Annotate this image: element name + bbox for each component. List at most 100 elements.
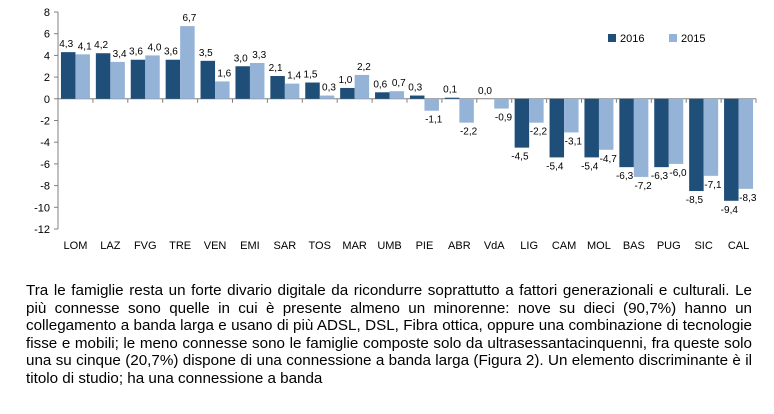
bar-2015-PUG xyxy=(668,98,684,164)
paragraph-text: Tra le famiglie resta un forte divario d… xyxy=(26,282,752,387)
category-label: LAZ xyxy=(100,240,120,252)
bar-2016-BAS xyxy=(619,98,634,168)
data-label: -8,3 xyxy=(739,193,757,204)
y-tick-label: 8 xyxy=(44,7,50,19)
bar-2016-SAR xyxy=(270,76,285,99)
data-label: 3,6 xyxy=(129,47,143,58)
bar-2016-FVG xyxy=(130,59,146,99)
category-label: SIC xyxy=(694,240,712,252)
bar-2015-LAZ xyxy=(110,61,125,99)
y-tick-label: -2 xyxy=(40,116,50,128)
bar-2015-LOM xyxy=(75,54,90,99)
data-label: -7,2 xyxy=(634,181,652,192)
bar-2016-CAL xyxy=(724,98,739,201)
category-label: MAR xyxy=(342,240,367,252)
category-label: UMB xyxy=(377,240,401,252)
data-label: 3,4 xyxy=(113,49,127,60)
data-label: 4,0 xyxy=(148,42,162,53)
bar-2016-EMI xyxy=(235,66,250,99)
category-label: SAR xyxy=(274,240,297,252)
category-label: ABR xyxy=(448,240,471,252)
category-label: CAL xyxy=(728,240,749,252)
bar-2015-VdA xyxy=(494,98,509,109)
category-label: LOM xyxy=(64,240,88,252)
category-label: VEN xyxy=(204,240,227,252)
data-label: 3,6 xyxy=(164,47,178,58)
bar-2015-MOL xyxy=(598,98,614,150)
data-label: 0,0 xyxy=(478,86,492,97)
data-label: 4,1 xyxy=(78,41,92,52)
data-label: -3,1 xyxy=(565,136,583,147)
data-label: -2,2 xyxy=(530,127,548,138)
category-label: TRE xyxy=(169,240,191,252)
bar-2015-MAR xyxy=(354,74,370,99)
data-label: 1,5 xyxy=(304,70,318,81)
bar-2016-MOL xyxy=(584,98,599,158)
y-tick-label: 0 xyxy=(44,94,50,106)
legend-label: 2016 xyxy=(620,33,644,45)
data-label: -6,3 xyxy=(616,171,634,182)
bar-2015-CAM xyxy=(564,98,579,133)
data-label: -4,5 xyxy=(511,152,529,163)
bar-2015-ABR xyxy=(459,98,474,123)
bar-2015-BAS xyxy=(633,98,649,177)
category-label: LIG xyxy=(520,240,538,252)
category-label: PIE xyxy=(416,240,434,252)
legend-swatch-2015 xyxy=(669,34,677,42)
bar-2016-PIE xyxy=(409,95,425,99)
bar-2016-LOM xyxy=(60,52,76,99)
bar-2015-TOS xyxy=(319,95,335,99)
bar-2016-VEN xyxy=(200,60,216,99)
category-label: MOL xyxy=(587,240,611,252)
data-label: 0,3 xyxy=(322,83,336,94)
y-tick-label: -10 xyxy=(34,202,50,214)
data-label: -6,3 xyxy=(651,171,669,182)
bar-2016-ABR xyxy=(444,97,460,99)
y-tick-label: -8 xyxy=(40,181,50,193)
body-paragraph: Tra le famiglie resta un forte divario d… xyxy=(26,282,752,388)
category-label: EMI xyxy=(240,240,260,252)
data-label: 3,0 xyxy=(234,53,248,64)
bar-2015-VEN xyxy=(215,81,230,99)
data-label: 0,6 xyxy=(373,79,387,90)
data-label: 2,2 xyxy=(357,62,371,73)
y-tick-label: -6 xyxy=(40,159,50,171)
bar-2016-UMB xyxy=(375,92,390,99)
legend-label: 2015 xyxy=(681,33,705,45)
data-label: -5,4 xyxy=(546,161,564,172)
data-label: -4,7 xyxy=(600,154,618,165)
bar-2016-CAM xyxy=(549,98,565,158)
bar-2015-SAR xyxy=(284,83,300,99)
bar-2015-PIE xyxy=(424,98,439,111)
category-label: BAS xyxy=(623,240,645,252)
category-label: FVG xyxy=(134,240,157,252)
data-label: 0,7 xyxy=(392,78,406,89)
bar-2016-SIC xyxy=(689,98,704,192)
bar-2015-UMB xyxy=(389,91,405,99)
data-label: -9,4 xyxy=(721,205,739,216)
data-label: 3,3 xyxy=(252,50,266,61)
bar-2015-CAL xyxy=(738,98,754,189)
data-label: -7,1 xyxy=(704,180,722,191)
data-label: 0,3 xyxy=(408,83,422,94)
data-label: 1,6 xyxy=(217,68,231,79)
data-label: -5,4 xyxy=(581,161,599,172)
data-label: -8,5 xyxy=(686,195,704,206)
data-label: 3,5 xyxy=(199,48,213,59)
bar-2015-TRE xyxy=(180,26,195,99)
bar-2016-TOS xyxy=(305,82,320,99)
data-label: 2,1 xyxy=(269,63,283,74)
bar-2016-PUG xyxy=(654,98,669,168)
data-label: 6,7 xyxy=(182,13,196,24)
y-tick-label: 2 xyxy=(44,72,50,84)
bar-2015-EMI xyxy=(249,62,265,99)
data-label: 1,4 xyxy=(287,71,301,82)
bar-2016-LAZ xyxy=(95,53,111,99)
data-label: 1,0 xyxy=(338,75,352,86)
y-tick-label: -4 xyxy=(40,137,50,149)
bar-2016-MAR xyxy=(340,87,355,99)
bar-2016-TRE xyxy=(165,59,181,99)
category-label: PUG xyxy=(657,240,681,252)
bar-chart: 8 6 4 2 0 -2 -4 -6 -8 -10 -12 4,3 4,1 LOM 4,2 3,4 LAZ 3,6… xyxy=(34,7,757,252)
category-label: TOS xyxy=(309,240,331,252)
